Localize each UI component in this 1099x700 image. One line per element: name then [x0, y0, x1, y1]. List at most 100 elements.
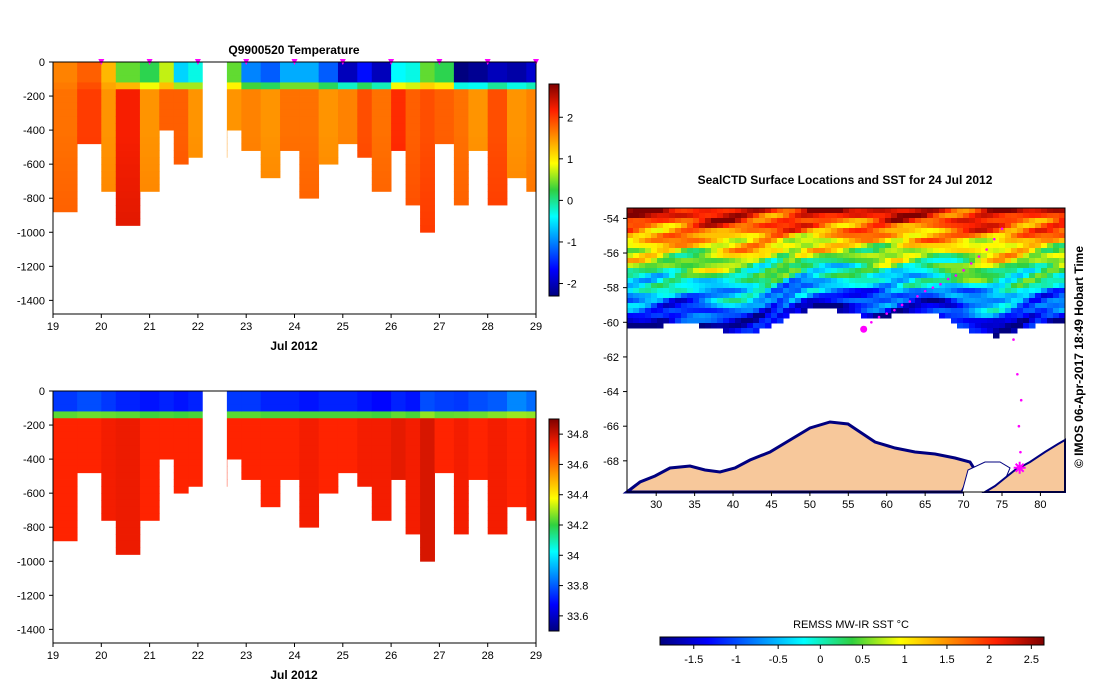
temperature-y-axis: 0-200-400-600-800-1000-1200-1400 [17, 57, 53, 307]
sst-cell [687, 268, 694, 274]
sst-cell [1011, 308, 1018, 314]
section-cell [371, 486, 392, 494]
sst-cell [663, 253, 670, 259]
sst-cell [627, 298, 634, 304]
section-cell [507, 431, 527, 440]
sst-cell [651, 238, 658, 244]
track-point [939, 282, 942, 286]
section-cell [405, 96, 421, 104]
sst-cell [1047, 303, 1054, 309]
sst-cell [1059, 268, 1066, 274]
sst-cell [963, 243, 970, 249]
sst-cell [771, 228, 778, 234]
sst-cell [783, 248, 790, 254]
sst-cell [867, 233, 874, 239]
sst-cell [975, 238, 982, 244]
sst-cell [885, 263, 892, 269]
section-cell [115, 109, 141, 117]
sst-cell [915, 253, 922, 259]
section-cell [434, 391, 455, 399]
sst-cell [645, 243, 652, 249]
sst-cell [645, 323, 652, 329]
section-cell [318, 438, 339, 446]
sst-cell [765, 278, 772, 284]
sst-cell [873, 218, 880, 224]
sst-cell [765, 308, 772, 314]
sst-cell [693, 273, 700, 279]
section-cell [101, 513, 117, 521]
sst-cell [675, 298, 682, 304]
sst-cell [753, 228, 760, 234]
section-cell [371, 425, 392, 433]
section-cell [468, 68, 489, 77]
sst-cell [1053, 218, 1060, 224]
sst-cell [759, 243, 766, 249]
section-cell [53, 170, 78, 179]
sst-cell [963, 293, 970, 299]
sst-cell [933, 283, 940, 289]
sst-cell [693, 253, 700, 259]
sst-cell [975, 248, 982, 254]
sst-cell [1005, 328, 1012, 334]
colorbar-tick-label: 33.6 [567, 611, 588, 623]
sst-cell [819, 278, 826, 284]
sst-cell [837, 243, 844, 249]
section-cell [77, 459, 102, 467]
sst-cell [873, 273, 880, 279]
sst-colorbar-label: REMSS MW-IR SST °C [793, 619, 909, 631]
sst-cell [1053, 318, 1060, 324]
sst-cell [771, 238, 778, 244]
section-cell [318, 116, 339, 124]
x-tick-label: 27 [433, 650, 445, 662]
section-cell [115, 136, 141, 145]
sst-cell [987, 218, 994, 224]
section-cell [53, 445, 78, 453]
sst-cell [963, 253, 970, 259]
sst-cell [657, 323, 664, 329]
sst-cell [765, 233, 772, 239]
section-cell [357, 89, 373, 97]
section-cell [115, 506, 141, 514]
sst-colorbar-tick-label: 0.5 [855, 654, 870, 666]
sst-cell [855, 298, 862, 304]
section-cell [77, 130, 102, 138]
section-cell [53, 486, 78, 494]
sst-cell [975, 208, 982, 214]
section-cell [357, 459, 373, 467]
sst-cell [945, 273, 952, 279]
sst-cell [627, 323, 634, 329]
sst-cell [849, 238, 856, 244]
section-cell [173, 143, 189, 151]
sst-cell [933, 238, 940, 244]
sst-cell [837, 303, 844, 309]
sst-cell [807, 208, 814, 214]
sst-cell [765, 298, 772, 304]
sst-cell [645, 253, 652, 259]
section-cell [53, 479, 78, 487]
track-point [877, 315, 881, 319]
sst-cell [729, 328, 736, 334]
sst-cell [741, 233, 748, 239]
section-cell [391, 459, 406, 467]
section-cell [391, 136, 406, 145]
sst-cell [993, 318, 1000, 324]
section-cell [405, 459, 421, 467]
section-cell [420, 391, 435, 399]
sst-cell [909, 268, 916, 274]
sst-cell [783, 298, 790, 304]
sst-cell [1023, 308, 1030, 314]
section-cell [420, 82, 435, 90]
section-cell [115, 191, 141, 199]
sst-cell [711, 233, 718, 239]
sst-cell [867, 228, 874, 234]
section-cell [420, 205, 435, 213]
section-cell [357, 75, 373, 83]
section-cell [115, 123, 141, 131]
sst-cell [1029, 243, 1036, 249]
sst-cell [651, 273, 658, 279]
section-cell [434, 404, 455, 412]
sst-cell [993, 233, 1000, 239]
sst-cell [1029, 213, 1036, 219]
sst-cell [1017, 298, 1024, 304]
section-cell [77, 102, 102, 111]
